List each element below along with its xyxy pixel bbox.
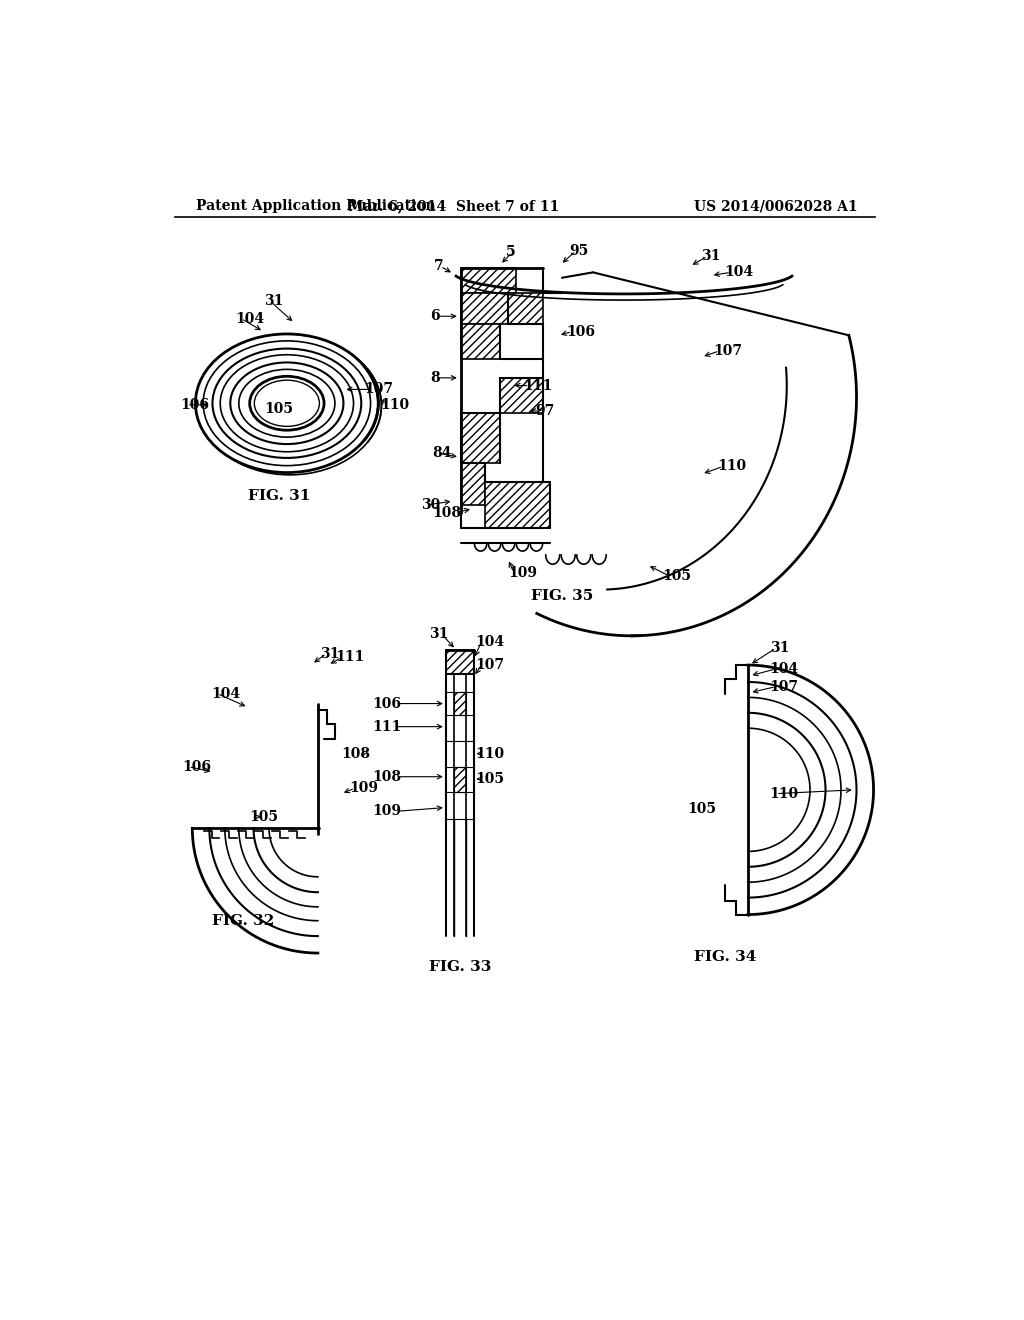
- Text: Patent Application Publication: Patent Application Publication: [197, 199, 436, 213]
- Polygon shape: [454, 767, 466, 792]
- Ellipse shape: [230, 363, 343, 444]
- Text: 105: 105: [475, 772, 504, 785]
- Text: 107: 107: [770, 680, 799, 693]
- Text: 110: 110: [380, 397, 409, 412]
- Text: 109: 109: [508, 566, 537, 579]
- Polygon shape: [454, 692, 466, 715]
- Polygon shape: [461, 268, 515, 293]
- Text: Mar. 6, 2014  Sheet 7 of 11: Mar. 6, 2014 Sheet 7 of 11: [348, 199, 559, 213]
- Text: 8: 8: [430, 371, 440, 385]
- Text: 5: 5: [506, 246, 516, 259]
- Text: 107: 107: [475, 659, 504, 672]
- Text: 109: 109: [349, 781, 378, 795]
- Ellipse shape: [196, 334, 378, 473]
- Text: 104: 104: [211, 686, 240, 701]
- Text: 110: 110: [717, 459, 746, 474]
- Text: FIG. 35: FIG. 35: [531, 589, 593, 603]
- Text: 6: 6: [430, 309, 440, 323]
- Text: 111: 111: [373, 719, 401, 734]
- Text: FIG. 34: FIG. 34: [693, 950, 756, 964]
- Text: 105: 105: [663, 569, 692, 582]
- Text: 104: 104: [770, 661, 799, 676]
- Polygon shape: [461, 323, 500, 359]
- Text: 30: 30: [421, 498, 440, 512]
- Text: 105: 105: [264, 403, 294, 416]
- Text: 106: 106: [182, 760, 211, 774]
- Polygon shape: [461, 412, 500, 462]
- Text: 105: 105: [249, 809, 279, 824]
- Text: 108: 108: [432, 506, 461, 520]
- Text: 108: 108: [373, 770, 401, 784]
- Text: 95: 95: [569, 244, 589, 257]
- Text: 31: 31: [701, 249, 721, 263]
- Text: FIG. 31: FIG. 31: [248, 488, 310, 503]
- Text: 7: 7: [434, 259, 443, 273]
- Polygon shape: [461, 462, 484, 506]
- Text: 106: 106: [373, 697, 401, 710]
- Text: FIG. 33: FIG. 33: [428, 960, 490, 974]
- Text: 104: 104: [234, 312, 264, 326]
- Text: US 2014/0062028 A1: US 2014/0062028 A1: [693, 199, 857, 213]
- Text: 31: 31: [429, 627, 449, 642]
- Text: 31: 31: [321, 647, 340, 660]
- Text: 106: 106: [180, 397, 210, 412]
- Text: 105: 105: [687, 803, 716, 816]
- Polygon shape: [508, 293, 543, 323]
- Polygon shape: [484, 482, 550, 528]
- Ellipse shape: [250, 376, 324, 430]
- Text: FIG. 32: FIG. 32: [212, 913, 274, 928]
- Text: 31: 31: [263, 294, 283, 308]
- Polygon shape: [445, 649, 474, 675]
- Text: 108: 108: [341, 747, 370, 760]
- Text: 106: 106: [566, 325, 595, 339]
- Text: 31: 31: [770, 642, 790, 655]
- Polygon shape: [500, 378, 543, 412]
- Text: 84: 84: [432, 446, 452, 461]
- Text: 104: 104: [475, 635, 505, 649]
- Text: 110: 110: [475, 747, 505, 760]
- Ellipse shape: [212, 348, 361, 458]
- Polygon shape: [461, 293, 508, 323]
- Text: 111: 111: [523, 379, 553, 392]
- Text: 110: 110: [770, 787, 799, 801]
- Text: 97: 97: [535, 404, 554, 418]
- Text: 111: 111: [336, 651, 365, 664]
- Text: 107: 107: [713, 345, 742, 358]
- Text: 107: 107: [365, 383, 393, 396]
- Text: 104: 104: [725, 265, 754, 280]
- Text: 109: 109: [373, 804, 401, 818]
